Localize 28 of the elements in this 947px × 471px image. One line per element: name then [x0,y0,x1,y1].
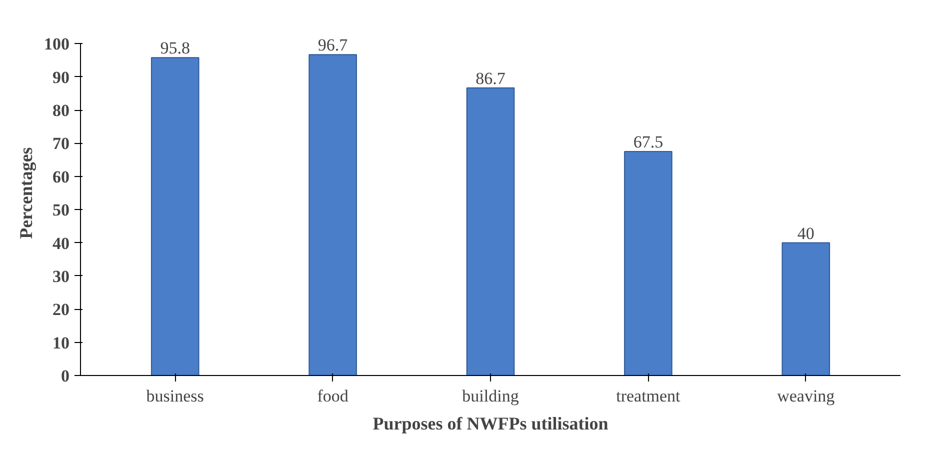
data-label: 86.7 [476,68,506,88]
y-tick-label: 30 [52,266,70,286]
y-tick-label: 10 [52,333,70,352]
bar [150,57,200,376]
y-axis-title: Percentages [16,147,36,239]
bar [466,87,515,376]
x-tick-label: food [317,386,349,406]
bar [782,242,830,376]
data-label: 96.7 [318,36,348,55]
data-label: 40 [797,224,814,243]
x-tick-label: building [462,386,520,406]
y-tick-label: 80 [52,101,70,120]
data-label: 67.5 [633,132,664,152]
y-tick-label: 100 [44,34,70,54]
x-tick-label: business [146,386,204,406]
y-tick-label: 50 [52,200,70,220]
y-tick-label: 60 [52,167,70,186]
x-tick-label: weaving [777,386,836,406]
y-tick-label: 90 [52,68,70,87]
y-tick-label: 20 [52,300,70,320]
bar [624,151,672,376]
y-tick-label: 70 [52,134,70,154]
y-tick-label: 40 [52,234,70,253]
x-axis-title: Purposes of NWFPs utilisation [372,414,608,434]
x-tick-label: treatment [616,386,681,406]
y-tick-label: 0 [61,366,70,386]
data-label: 95.8 [160,38,190,58]
bar [308,54,357,376]
